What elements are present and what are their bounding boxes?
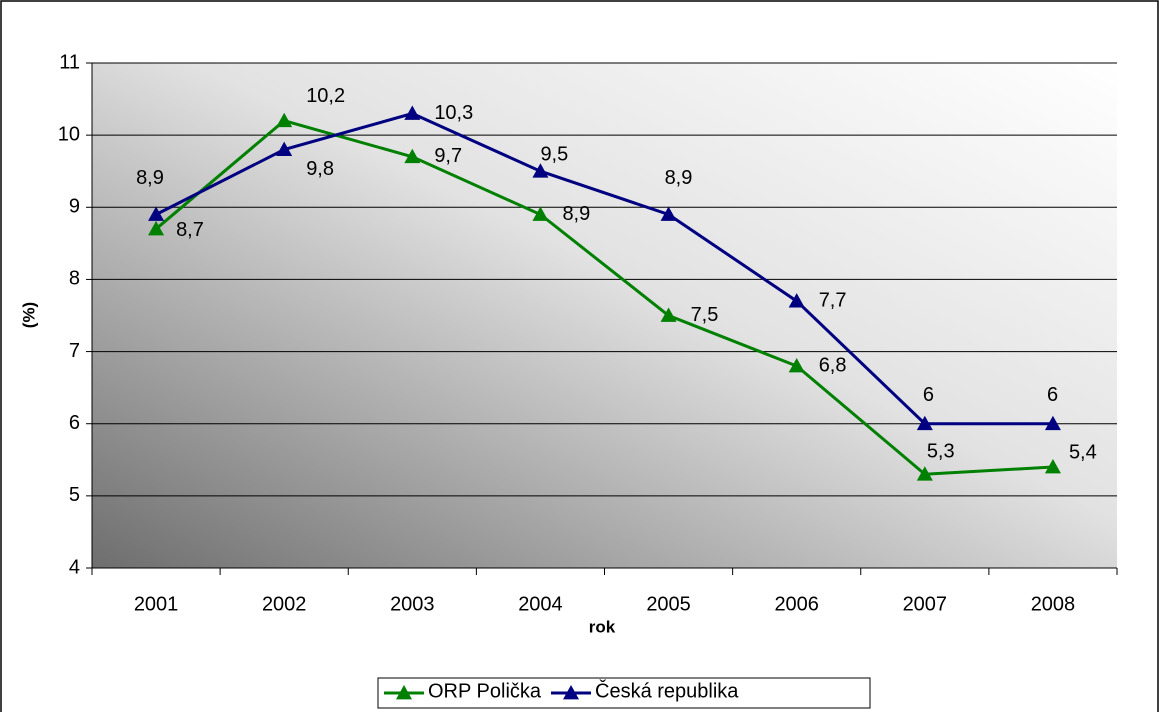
- data-label: 6,8: [819, 354, 847, 376]
- data-label: 10,3: [434, 102, 473, 124]
- marker: [404, 105, 421, 120]
- marker: [532, 206, 549, 221]
- marker: [916, 466, 933, 481]
- legend-label: ORP Polička: [428, 680, 542, 702]
- marker: [276, 112, 293, 128]
- y-tick-label: 5: [69, 484, 80, 506]
- marker: [1044, 459, 1061, 474]
- data-label: 9,7: [434, 145, 462, 167]
- data-label: 5,4: [1069, 441, 1097, 463]
- marker: [148, 206, 165, 221]
- marker: [276, 141, 293, 156]
- marker: [788, 293, 805, 308]
- legend-label: Česká republika: [595, 679, 739, 702]
- y-axis-label: (%): [19, 302, 38, 328]
- marker: [660, 307, 677, 322]
- marker: [660, 206, 677, 221]
- x-axis-label: rok: [589, 617, 616, 636]
- y-tick-label: 7: [69, 340, 80, 362]
- data-label: 8,7: [176, 219, 204, 241]
- data-label: 7,7: [819, 289, 847, 311]
- x-tick-label: 2007: [903, 593, 948, 615]
- data-label: 5,3: [927, 440, 955, 462]
- data-label: 8,9: [136, 167, 164, 189]
- y-tick-label: 10: [58, 123, 80, 145]
- line: [155, 111, 1053, 426]
- legend-marker: [396, 685, 412, 700]
- x-tick-label: 2003: [390, 593, 435, 615]
- data-label: 9,8: [306, 158, 334, 180]
- data-label: 6: [923, 384, 934, 406]
- line: [155, 119, 1054, 476]
- legend-marker: [563, 685, 580, 700]
- y-tick-label: 6: [69, 412, 80, 434]
- y-tick-label: 8: [69, 268, 80, 290]
- y-tick-label: 11: [59, 51, 80, 73]
- x-tick-label: 2005: [646, 593, 691, 615]
- x-tick-label: 2001: [134, 593, 179, 615]
- marker: [404, 148, 421, 164]
- data-label: 9,5: [540, 143, 568, 165]
- marker: [532, 163, 549, 178]
- data-label: 10,2: [306, 85, 345, 107]
- marker: [788, 358, 805, 373]
- data-label: 7,5: [691, 304, 719, 326]
- plot-area: [92, 63, 1117, 568]
- x-tick-label: 2002: [262, 593, 307, 615]
- x-tick-label: 2004: [518, 593, 563, 615]
- x-tick-label: 2008: [1031, 593, 1076, 615]
- y-tick-label: 9: [69, 196, 80, 218]
- y-tick-label: 4: [69, 556, 80, 578]
- marker: [1044, 415, 1061, 431]
- data-label: 6: [1047, 384, 1058, 406]
- legend: [377, 677, 871, 709]
- data-label: 8,9: [665, 167, 693, 189]
- data-label: 8,9: [562, 203, 590, 225]
- x-tick-label: 2006: [774, 593, 819, 615]
- marker: [916, 415, 933, 431]
- marker: [148, 220, 165, 236]
